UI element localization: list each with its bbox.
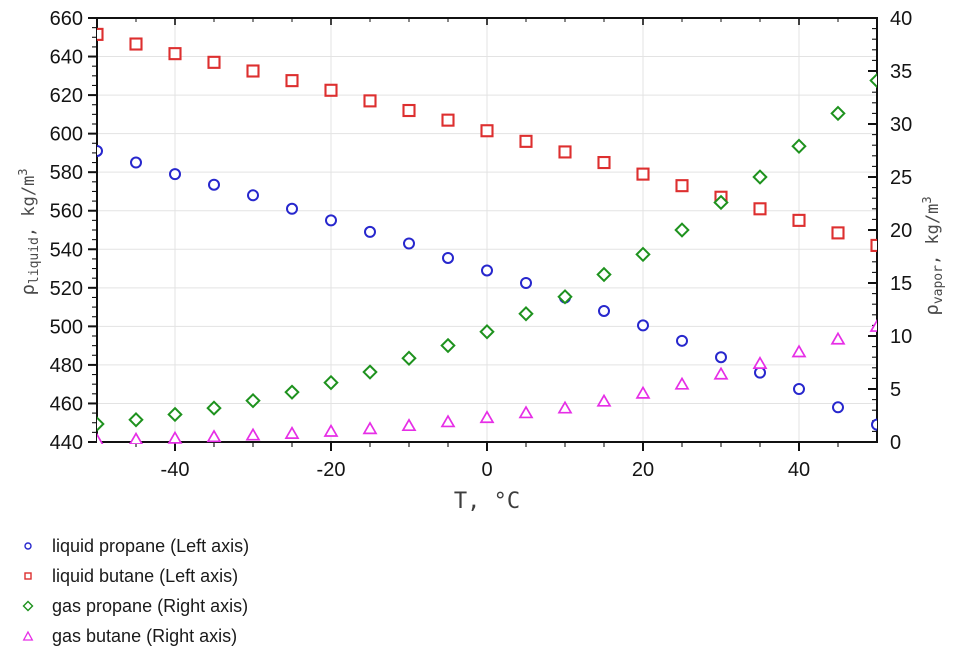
legend-item-gas-butane: gas butane (Right axis): [20, 621, 249, 651]
x-axis-title: T, °C: [454, 489, 520, 514]
legend-item-liquid-propane: liquid propane (Left axis): [20, 531, 249, 561]
svg-text:0: 0: [481, 459, 492, 481]
diamond-marker-icon: [20, 599, 36, 613]
svg-text:560: 560: [50, 201, 83, 223]
legend-item-gas-propane: gas propane (Right axis): [20, 591, 249, 621]
square-marker-icon: [20, 569, 36, 583]
legend-item-liquid-butane: liquid butane (Left axis): [20, 561, 249, 591]
svg-text:15: 15: [890, 273, 912, 295]
svg-text:600: 600: [50, 124, 83, 146]
svg-text:540: 540: [50, 239, 83, 261]
svg-text:40: 40: [788, 459, 810, 481]
svg-text:460: 460: [50, 393, 83, 415]
svg-text:660: 660: [50, 8, 83, 30]
legend-label-liquid-propane: liquid propane (Left axis): [52, 536, 250, 556]
legend-label-gas-butane: gas butane (Right axis): [52, 626, 238, 646]
right-axis-title: ρvapor, kg/m3: [920, 196, 946, 315]
series-triangle: [97, 318, 877, 444]
svg-text:40: 40: [890, 8, 912, 30]
svg-text:-20: -20: [317, 459, 346, 481]
svg-text:20: 20: [890, 220, 912, 242]
left-axis-title: ρliquid, kg/m3: [16, 168, 42, 295]
legend: liquid propane (Left axis) liquid butane…: [20, 531, 249, 651]
svg-text:480: 480: [50, 355, 83, 377]
svg-text:620: 620: [50, 85, 83, 107]
svg-text:-40: -40: [161, 459, 190, 481]
svg-text:30: 30: [890, 114, 912, 136]
svg-text:0: 0: [890, 432, 901, 454]
svg-text:20: 20: [632, 459, 654, 481]
svg-text:25: 25: [890, 167, 912, 189]
legend-label-liquid-butane: liquid butane (Left axis): [52, 566, 239, 586]
density-scatter-chart: -40 -20 0 20 4044046048050052054056058060062…: [16, 8, 946, 514]
svg-text:580: 580: [50, 162, 83, 184]
circle-marker-icon: [20, 539, 36, 553]
tick-labels: -40 -20 0 20 4044046048050052054056058060062…: [50, 8, 913, 481]
axis-ticks: [88, 17, 877, 451]
svg-text:520: 520: [50, 278, 83, 300]
svg-text:5: 5: [890, 379, 901, 401]
svg-text:500: 500: [50, 316, 83, 338]
svg-text:440: 440: [50, 432, 83, 454]
legend-label-gas-propane: gas propane (Right axis): [52, 596, 249, 616]
svg-text:35: 35: [890, 61, 912, 83]
series-diamond: [97, 72, 877, 432]
triangle-marker-icon: [20, 629, 36, 643]
svg-text:640: 640: [50, 47, 83, 69]
svg-text:10: 10: [890, 326, 912, 348]
